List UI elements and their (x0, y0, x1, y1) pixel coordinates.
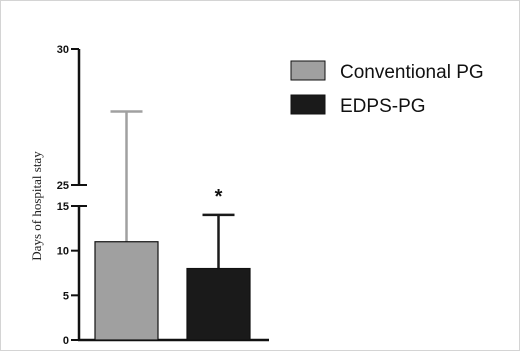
significance-asterisk: * (215, 186, 223, 208)
bars-layer: * (94, 110, 251, 341)
y-tick-label: 5 (63, 290, 69, 302)
y-axis-label: Days of hospital stay (29, 151, 44, 261)
legend-swatch (290, 94, 326, 115)
y-tick-label: 25 (57, 180, 69, 192)
y-tick-label: 10 (57, 246, 69, 258)
legend-label: EDPS-PG (340, 96, 426, 117)
legend-label: Conventional PG (340, 62, 484, 83)
y-tick-label: 30 (57, 44, 69, 56)
y-tick-label: 15 (57, 201, 69, 213)
bar (186, 267, 251, 341)
legend-layer: Conventional PG EDPS-PG (290, 60, 484, 117)
bar (94, 241, 159, 341)
y-tick-label: 0 (63, 335, 69, 347)
legend-swatch (290, 60, 326, 81)
